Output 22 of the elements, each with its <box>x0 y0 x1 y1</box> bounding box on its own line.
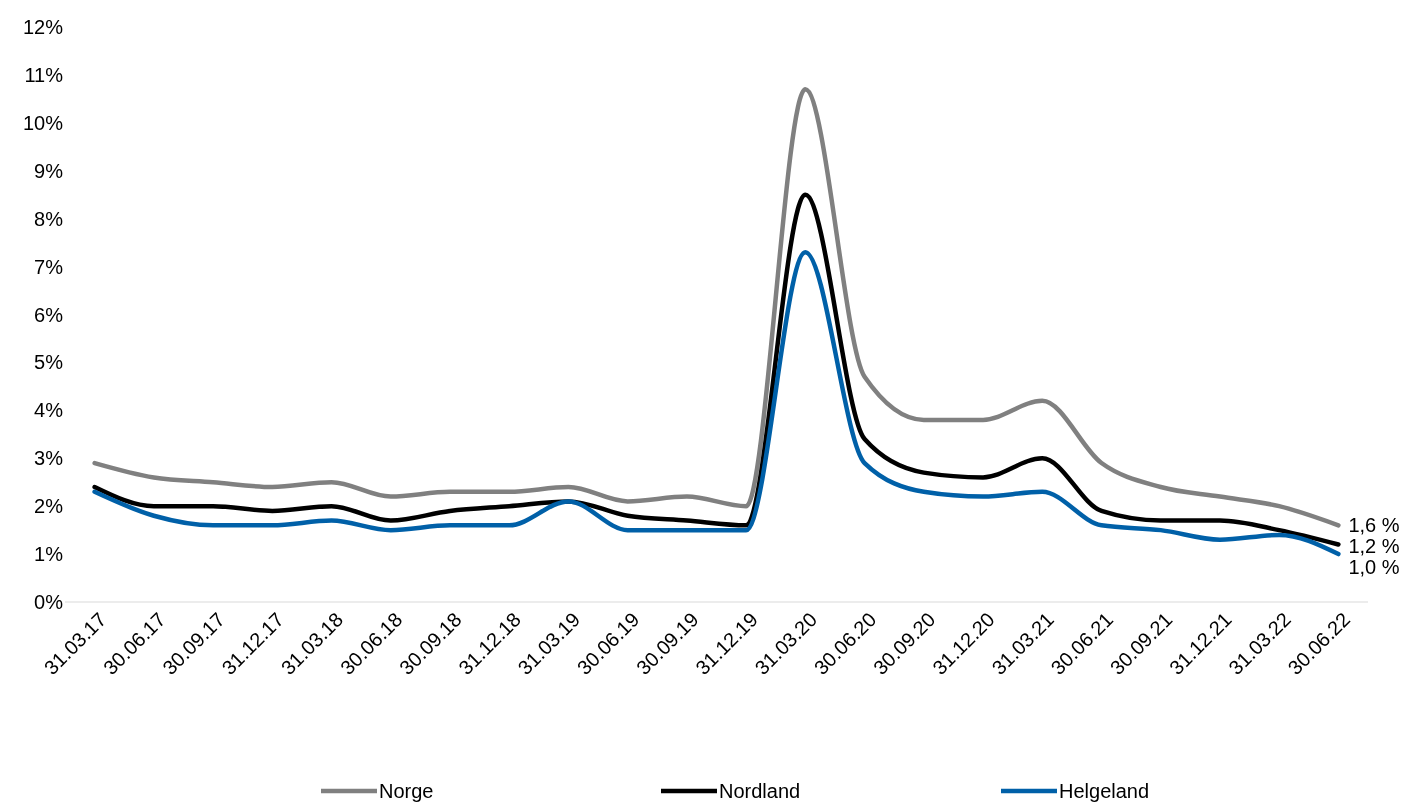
y-tick-label: 9% <box>34 159 64 182</box>
y-tick-label: 1% <box>34 543 64 566</box>
data-label: 1,6 % <box>1348 514 1400 537</box>
y-tick-label: 10% <box>22 111 64 134</box>
y-tick-label: 0% <box>34 591 64 613</box>
y-tick-label: 4% <box>34 399 64 422</box>
y-tick-label: 5% <box>34 351 64 374</box>
y-tick-label: 8% <box>34 207 64 230</box>
y-tick-label: 6% <box>34 303 64 326</box>
legend-label: Nordland <box>719 780 801 802</box>
line-series <box>92 192 1341 547</box>
legend-label: Helgeland <box>1059 780 1150 802</box>
y-tick-label: 12% <box>22 16 64 38</box>
data-label: 1,0 % <box>1348 556 1400 579</box>
y-tick-label: 2% <box>34 495 64 518</box>
y-tick-label: 11% <box>24 63 64 86</box>
legend-label: Norge <box>379 780 434 802</box>
line-series <box>92 87 1341 528</box>
data-label: 1,2 % <box>1348 535 1400 558</box>
line-series <box>92 249 1341 557</box>
y-tick-label: 7% <box>34 255 64 278</box>
y-tick-label: 3% <box>34 447 64 470</box>
